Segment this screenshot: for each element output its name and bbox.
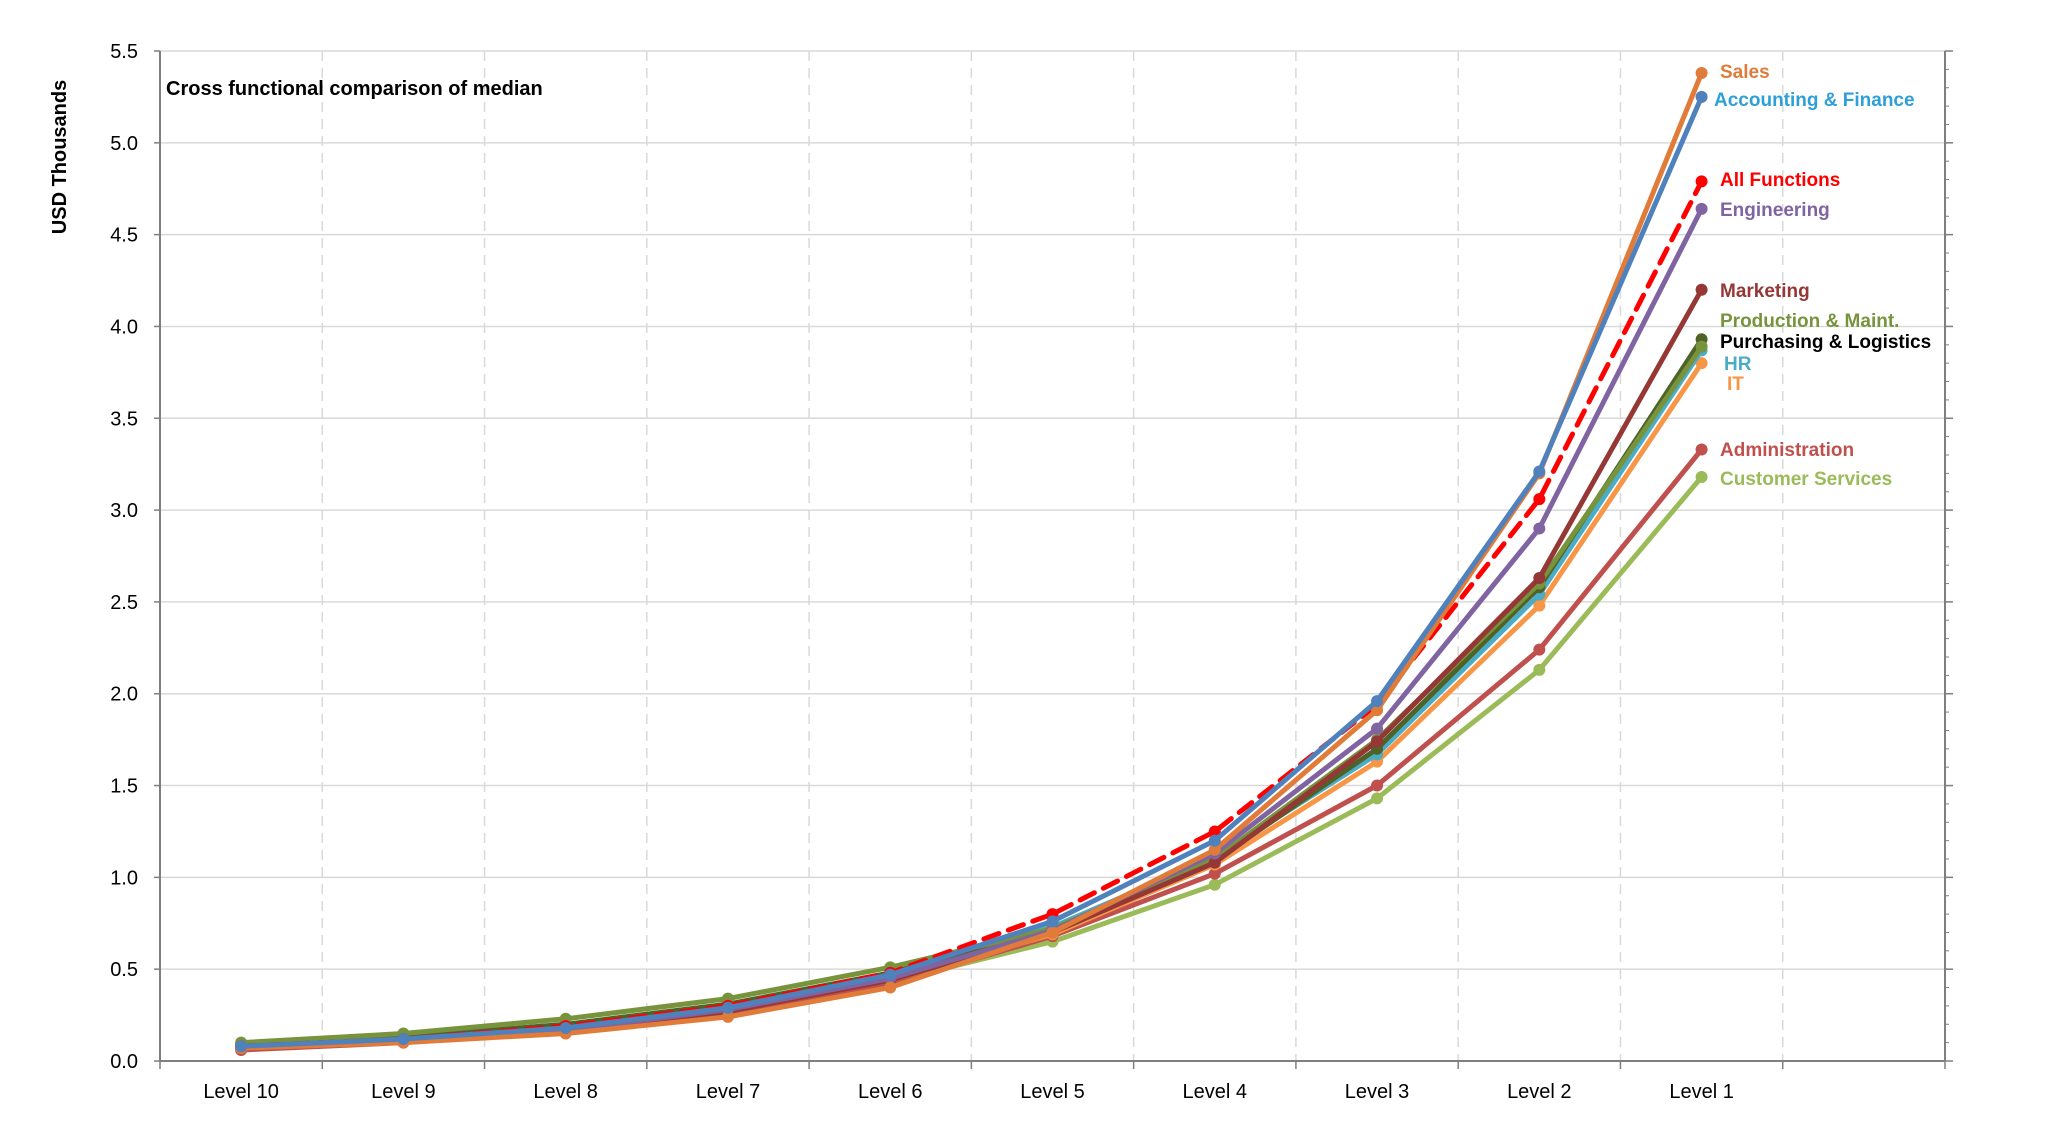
data-point bbox=[721, 1001, 734, 1014]
data-point bbox=[1208, 834, 1221, 847]
y-tick-label: 3.0 bbox=[110, 500, 138, 522]
data-point bbox=[235, 1040, 248, 1053]
series-end-label: Customer Services bbox=[1720, 469, 1892, 490]
series bbox=[235, 67, 1708, 1056]
series-end-label: All Functions bbox=[1720, 170, 1840, 191]
data-point bbox=[1371, 704, 1384, 717]
y-tick-label: 4.5 bbox=[110, 225, 138, 247]
x-tick-label: Level 7 bbox=[696, 1081, 761, 1103]
series-end-label: Sales bbox=[1720, 62, 1770, 83]
series-line bbox=[238, 70, 1705, 1051]
axes: 0.0 0.5 1.0 1.5 2.0 2.5 3.0 3.5 4.0 4.5 5.0 5.5 Leve… bbox=[110, 41, 1953, 1103]
data-point bbox=[1208, 843, 1221, 856]
data-point bbox=[1371, 792, 1384, 805]
data-point bbox=[1371, 735, 1384, 748]
series-end-label: IT bbox=[1727, 374, 1744, 395]
data-point bbox=[1046, 915, 1059, 928]
series-labels: Sales Accounting & Finance All Functions En… bbox=[1714, 62, 1931, 490]
x-tick-label: Level 2 bbox=[1507, 1081, 1572, 1103]
y-tick-label: 3.5 bbox=[110, 408, 138, 430]
data-point bbox=[1695, 471, 1708, 484]
data-point bbox=[1695, 90, 1708, 103]
x-tick-label: Level 10 bbox=[203, 1081, 279, 1103]
data-point bbox=[1695, 175, 1708, 188]
data-point bbox=[1533, 522, 1546, 535]
data-point bbox=[1533, 493, 1546, 506]
series-end-label: Administration bbox=[1720, 440, 1854, 461]
x-tick-label: Level 9 bbox=[371, 1081, 436, 1103]
x-tick-label: Level 5 bbox=[1020, 1081, 1085, 1103]
x-tick-label: Level 6 bbox=[858, 1081, 923, 1103]
data-point bbox=[1371, 695, 1384, 708]
series-end-label: Engineering bbox=[1720, 200, 1830, 221]
data-point bbox=[1695, 67, 1708, 80]
series-end-label: Purchasing & Logistics bbox=[1720, 332, 1931, 353]
y-tick-label: 0.0 bbox=[110, 1051, 138, 1073]
data-point bbox=[1533, 643, 1546, 656]
y-tick-label: 1.0 bbox=[110, 867, 138, 889]
series-end-label: Production & Maint. bbox=[1720, 311, 1899, 332]
data-point bbox=[1533, 465, 1546, 478]
x-tick-label: Level 8 bbox=[533, 1081, 598, 1103]
data-point bbox=[884, 981, 897, 994]
x-tick-label: Level 4 bbox=[1183, 1081, 1248, 1103]
grid bbox=[160, 50, 1945, 1061]
data-point bbox=[1695, 202, 1708, 215]
data-point bbox=[1533, 663, 1546, 676]
data-point bbox=[1695, 340, 1708, 353]
data-point bbox=[1208, 867, 1221, 880]
x-tick-label: Level 1 bbox=[1669, 1081, 1734, 1103]
data-point bbox=[397, 1032, 410, 1045]
data-point bbox=[1208, 878, 1221, 891]
y-tick-label: 1.5 bbox=[110, 776, 138, 798]
series-end-label: Accounting & Finance bbox=[1714, 90, 1915, 111]
data-point bbox=[1695, 443, 1708, 456]
data-point bbox=[1695, 357, 1708, 370]
data-point bbox=[884, 968, 897, 981]
y-axis-label: USD Thousands bbox=[49, 80, 71, 234]
data-point bbox=[1533, 599, 1546, 612]
series-end-label: Marketing bbox=[1720, 281, 1810, 302]
y-tick-label: 5.0 bbox=[110, 133, 138, 155]
data-point bbox=[559, 1021, 572, 1034]
y-tick-label: 4.0 bbox=[110, 316, 138, 338]
y-tick-label: 2.5 bbox=[110, 592, 138, 614]
data-point bbox=[1695, 283, 1708, 296]
y-tick-label: 0.5 bbox=[110, 959, 138, 981]
data-point bbox=[1533, 572, 1546, 585]
data-point bbox=[721, 1010, 734, 1023]
series-line bbox=[238, 94, 1705, 1049]
x-tick-label: Level 3 bbox=[1345, 1081, 1410, 1103]
data-point bbox=[1208, 856, 1221, 869]
data-point bbox=[1208, 825, 1221, 838]
series-end-label: HR bbox=[1724, 354, 1752, 375]
data-point bbox=[1046, 926, 1059, 939]
data-point bbox=[1371, 722, 1384, 735]
data-point bbox=[1371, 779, 1384, 792]
y-tick-label: 2.0 bbox=[110, 684, 138, 706]
y-tick-label: 5.5 bbox=[110, 41, 138, 63]
chart-title: Cross functional comparison of median bbox=[166, 78, 543, 100]
